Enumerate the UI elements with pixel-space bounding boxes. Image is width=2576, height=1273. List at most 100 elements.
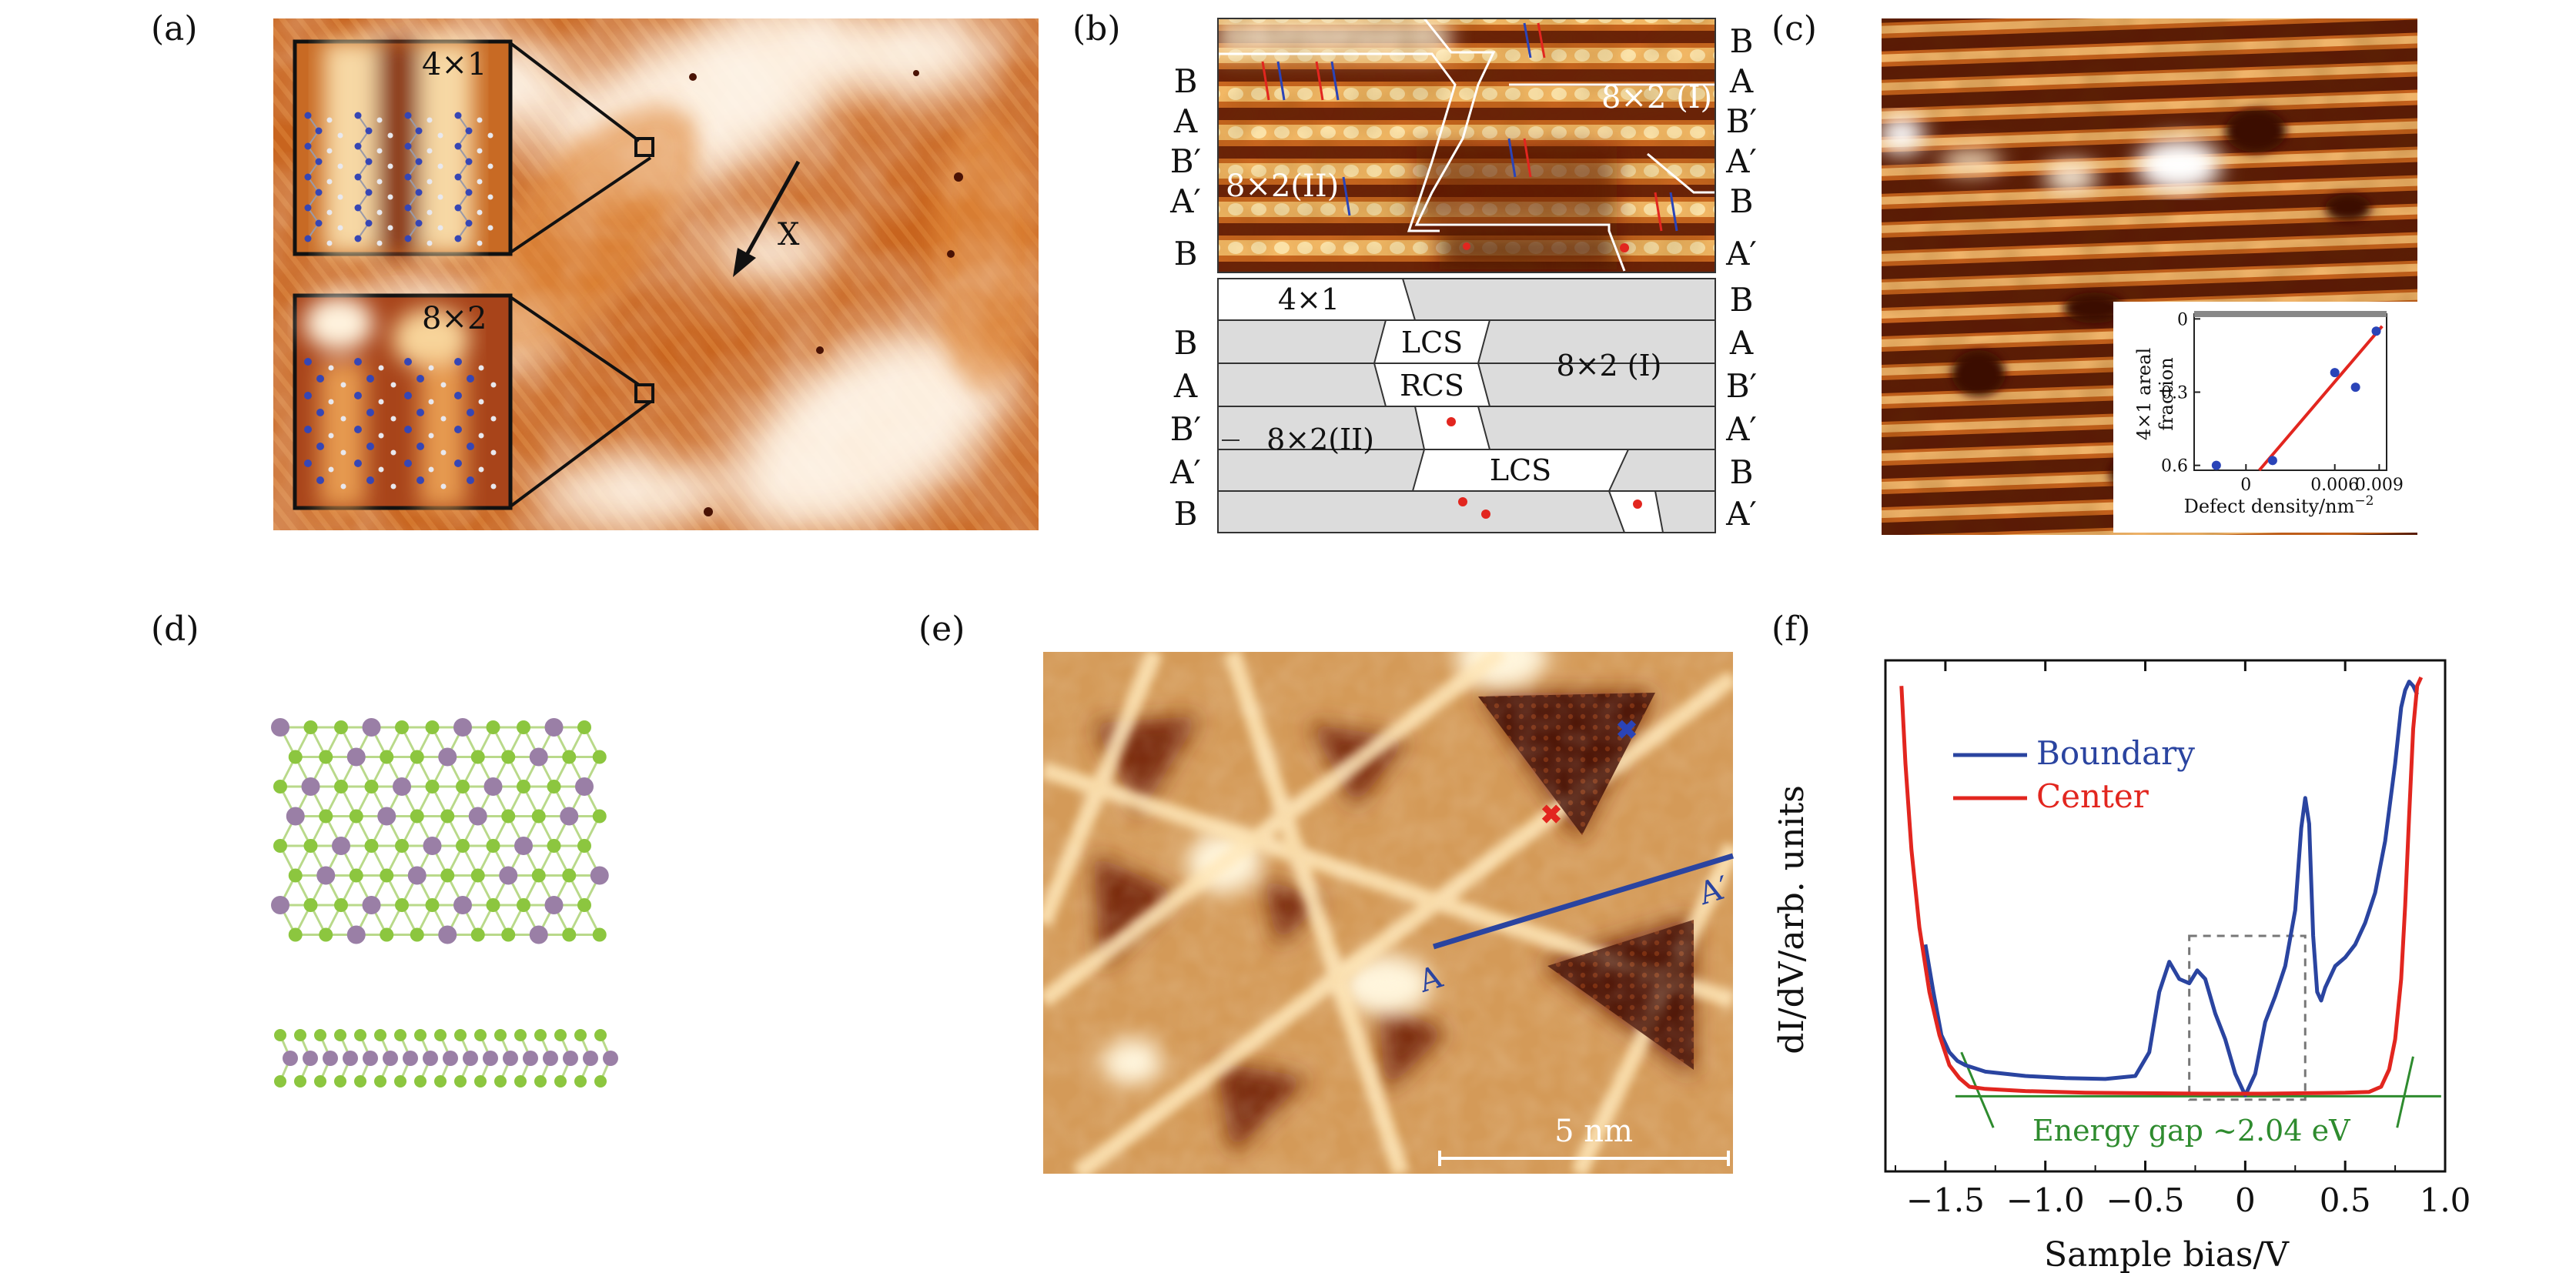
atom	[328, 365, 334, 371]
atom	[343, 1051, 358, 1066]
b-schem-right-4: B	[1730, 453, 1754, 491]
atom	[383, 1051, 398, 1066]
schematic-rcs: RCS	[1400, 369, 1464, 403]
c-inset-point	[2330, 368, 2340, 378]
atom	[514, 837, 533, 855]
b-right-row-1: A	[1729, 62, 1754, 100]
atom	[365, 158, 373, 165]
atom	[594, 1075, 607, 1088]
f-series-boundary	[1923, 680, 2419, 1098]
e-scale-label: 5 nm	[1554, 1114, 1633, 1149]
b-schem-right-3: A′	[1725, 410, 1757, 448]
atom	[592, 927, 607, 942]
b-schem-left-0: B	[1174, 324, 1198, 362]
b-schem-right-0: B	[1730, 281, 1754, 319]
atom	[486, 720, 500, 734]
atom	[594, 1029, 607, 1041]
c-inset-point	[2267, 456, 2277, 466]
atom	[501, 809, 516, 824]
atom	[394, 1075, 406, 1088]
f-legend-label: Boundary	[2036, 734, 2195, 772]
atom	[346, 747, 366, 767]
atom	[376, 240, 383, 246]
atom	[453, 718, 472, 737]
atom	[477, 240, 483, 246]
atom	[454, 1029, 467, 1041]
c-inset-xlabel-sup: −2	[2354, 493, 2374, 509]
atom	[316, 375, 324, 383]
atom	[487, 194, 493, 200]
b-schem-right-5: A′	[1725, 495, 1757, 533]
c-inset-xtick: 0	[2240, 476, 2251, 495]
atom	[303, 720, 318, 734]
panel-b-stm-image	[1218, 18, 1715, 272]
atom	[304, 235, 312, 242]
atom	[529, 747, 548, 767]
atom	[477, 117, 483, 123]
b-image-label-8x2-ii: 8×2(II)	[1226, 169, 1339, 204]
atom	[454, 1075, 467, 1088]
atom	[349, 868, 363, 883]
atom	[387, 132, 393, 139]
f-xtick-label: −1.5	[1906, 1181, 1985, 1219]
atom	[315, 127, 323, 135]
f-xlabel: Sample bias/V	[2044, 1235, 2290, 1273]
atom	[326, 209, 333, 216]
atom	[328, 433, 334, 439]
atom	[349, 809, 363, 824]
panel-label-d: (d)	[151, 610, 199, 649]
atom	[380, 868, 394, 883]
atom	[547, 780, 561, 794]
atom	[427, 179, 433, 185]
atom	[304, 204, 312, 212]
atom	[340, 416, 346, 422]
atom	[425, 780, 440, 794]
atom	[304, 142, 312, 150]
atom	[499, 866, 518, 885]
atom	[477, 179, 483, 185]
atom	[490, 382, 497, 388]
atom	[365, 219, 373, 227]
atom	[326, 117, 333, 123]
atom	[440, 416, 447, 422]
atom	[362, 718, 381, 737]
atom	[483, 777, 503, 796]
atom	[390, 449, 396, 456]
atom	[487, 225, 493, 231]
f-ylabel: dI/dV/arb. units	[1772, 785, 1812, 1054]
atom	[362, 896, 381, 914]
atom	[470, 750, 485, 764]
atom	[454, 392, 462, 399]
atom	[304, 358, 312, 366]
atom	[354, 392, 362, 399]
atom	[354, 1029, 366, 1041]
atom	[340, 382, 346, 388]
schematic-domain-ii: 8×2(II)	[1266, 423, 1374, 456]
panel-label-c: (c)	[1771, 9, 1817, 48]
atom	[562, 927, 577, 942]
atom	[303, 1051, 318, 1066]
atom	[274, 1029, 286, 1041]
b-schem-left-4: B	[1174, 495, 1198, 533]
atom	[366, 409, 374, 416]
atom	[478, 399, 484, 405]
atom	[531, 868, 546, 883]
schematic-4x1-label: 4×1	[1278, 282, 1340, 316]
atom	[477, 209, 483, 216]
atom	[544, 896, 564, 914]
f-series-center	[1899, 676, 2424, 1096]
inset-label-4x1: 4×1	[422, 47, 487, 82]
atom	[428, 365, 434, 371]
atom	[427, 117, 433, 123]
atom	[454, 173, 462, 181]
atom	[427, 240, 433, 246]
atom	[543, 1051, 558, 1066]
b-image-label-8x2-i: 8×2 (I)	[1601, 80, 1712, 115]
atom	[390, 483, 396, 489]
atom	[303, 839, 318, 853]
c-inset-point	[2211, 460, 2221, 470]
atom	[423, 837, 442, 855]
atom	[328, 399, 334, 405]
b-left-row-3: A′	[1169, 182, 1201, 220]
atom	[487, 163, 493, 169]
